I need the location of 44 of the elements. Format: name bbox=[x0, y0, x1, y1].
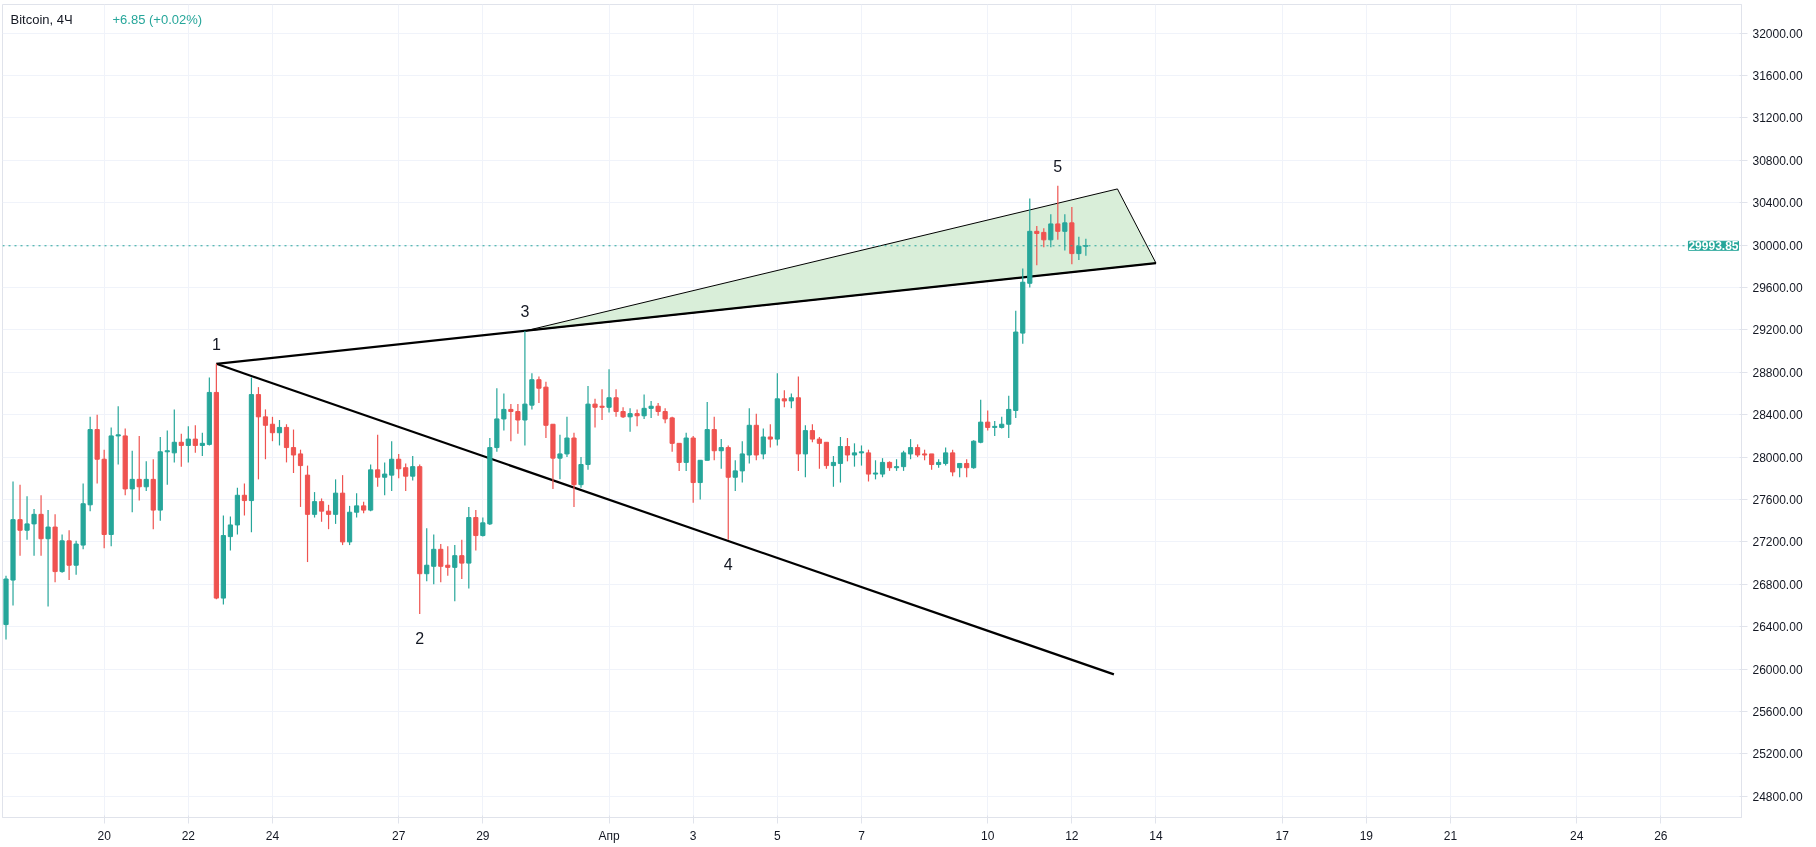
x-tick-label: 22 bbox=[181, 828, 196, 843]
x-tick-label: 27 bbox=[392, 828, 406, 843]
x-tick-label: 21 bbox=[1443, 828, 1458, 843]
y-tick-label: 26000.00 bbox=[1752, 662, 1803, 677]
x-tick-label: 26 bbox=[1654, 828, 1668, 843]
x-tick-label: 20 bbox=[97, 828, 112, 843]
y-tick-label: 25200.00 bbox=[1752, 747, 1803, 762]
y-tick-label: 24800.00 bbox=[1752, 789, 1803, 804]
annotation: 1 bbox=[211, 335, 221, 353]
x-tick-label: Апр bbox=[598, 828, 620, 843]
x-tick-label: 14 bbox=[1149, 828, 1163, 843]
y-tick-label: 32000.00 bbox=[1752, 26, 1803, 41]
x-tick-label: 5 bbox=[774, 828, 781, 843]
y-tick-label: 27600.00 bbox=[1752, 493, 1803, 508]
annotation: 4 bbox=[723, 555, 733, 573]
y-tick-label: 31200.00 bbox=[1752, 111, 1803, 126]
annotation: 2 bbox=[415, 629, 425, 647]
x-tick-label: 24 bbox=[1570, 828, 1584, 843]
y-tick-label: 30000.00 bbox=[1752, 238, 1803, 253]
x-tick-label: 7 bbox=[858, 828, 866, 843]
x-tick-label: 29 bbox=[476, 828, 490, 843]
y-tick-label: 29600.00 bbox=[1752, 281, 1803, 296]
x-tick-label: 3 bbox=[689, 828, 697, 843]
y-tick-label: 30400.00 bbox=[1752, 196, 1803, 211]
y-tick-label: 25600.00 bbox=[1752, 705, 1803, 719]
y-tick-label: 26400.00 bbox=[1752, 620, 1803, 635]
text: +6.85 (+0.02%) bbox=[112, 11, 203, 27]
y-tick-label: 28000.00 bbox=[1752, 450, 1803, 465]
y-tick-label: 27200.00 bbox=[1752, 535, 1803, 550]
annotation: 5 bbox=[1053, 157, 1063, 175]
ref-line-label: 29993.85 bbox=[1688, 239, 1739, 254]
x-tick-label: 19 bbox=[1359, 828, 1374, 843]
y-tick-label: 28400.00 bbox=[1752, 408, 1803, 423]
annotation: 3 bbox=[520, 302, 530, 320]
y-tick-label: 31600.00 bbox=[1752, 69, 1803, 84]
y-tick-label: 29200.00 bbox=[1752, 323, 1803, 338]
y-tick-label: 28800.00 bbox=[1752, 365, 1803, 380]
x-tick-label: 17 bbox=[1275, 828, 1290, 843]
text: Bitcoin, 4Ч bbox=[10, 11, 73, 27]
x-tick-label: 10 bbox=[981, 828, 995, 843]
y-tick-label: 26800.00 bbox=[1752, 577, 1803, 592]
x-tick-label: 12 bbox=[1065, 828, 1079, 843]
x-tick-label: 24 bbox=[265, 828, 280, 843]
y-tick-label: 30800.00 bbox=[1752, 153, 1803, 168]
